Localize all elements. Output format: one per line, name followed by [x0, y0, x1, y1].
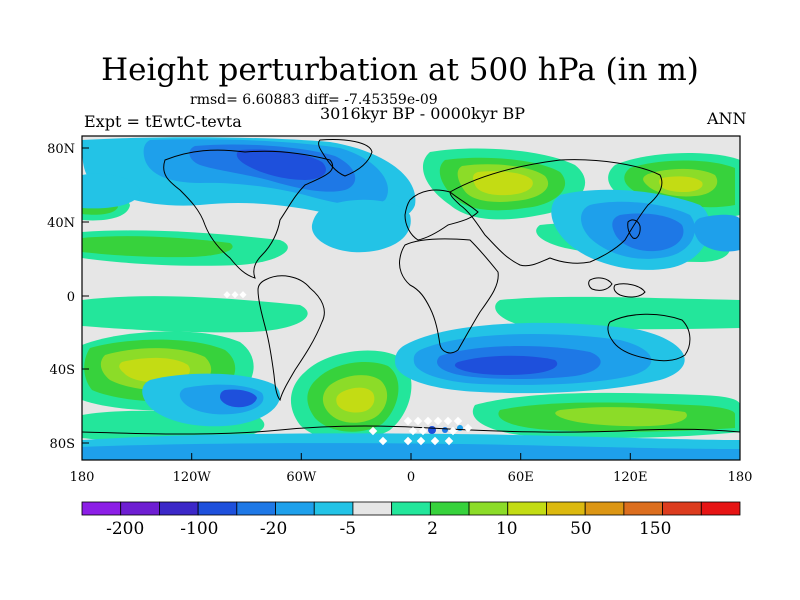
- season-label: ANN: [707, 109, 747, 128]
- lat-tick-label: 0: [67, 290, 75, 305]
- lon-tick-label: 0: [407, 470, 415, 485]
- lon-tick-label: 120E: [613, 470, 647, 485]
- lat-tick-label: 80S: [50, 437, 75, 452]
- colorbar-swatch: [120, 501, 160, 516]
- coastlines: [82, 139, 740, 435]
- colorbar-label: -100: [180, 519, 218, 539]
- colorbar-swatch: [623, 501, 663, 516]
- experiment-label: Expt = tEwtC-tevta: [84, 112, 242, 131]
- colorbar-label: -20: [260, 519, 287, 539]
- period-label: 3016kyr BP - 0000kyr BP: [320, 104, 525, 123]
- colorbar-swatch: [507, 501, 547, 516]
- colorbar-labels: -200 -100 -20 -5 2 10 50 150: [106, 519, 671, 539]
- colorbar-swatch: [275, 501, 315, 516]
- colorbar-label: 150: [639, 519, 671, 539]
- lon-tick-label: 60W: [286, 470, 317, 485]
- lon-tick-label: 120W: [173, 470, 212, 485]
- colorbar-label: 2: [427, 519, 438, 539]
- lat-tick-label: 80N: [47, 142, 75, 157]
- colorbar-label: 10: [496, 519, 518, 539]
- colorbar-swatch: [391, 501, 431, 516]
- contour-field: [82, 136, 740, 460]
- colorbar-label: -5: [340, 519, 357, 539]
- colorbar-swatch: [159, 501, 199, 516]
- colorbar-swatch: [313, 501, 354, 516]
- colorbar-swatch: [662, 501, 702, 516]
- stats-line: rmsd= 6.60883 diff= -7.45359e-09: [190, 92, 438, 108]
- colorbar-swatch: [197, 501, 238, 516]
- colorbar-swatch: [546, 501, 586, 516]
- colorbar-swatch: [700, 501, 741, 516]
- map-title: Height perturbation at 500 hPa (in m): [101, 52, 699, 88]
- colorbar-swatch: [236, 501, 276, 516]
- colorbar-swatch: [81, 501, 122, 516]
- lat-tick-label: 40N: [47, 216, 75, 231]
- lon-axis-labels: 180 120W 60W 0 60E 120E 180: [70, 470, 753, 485]
- lon-tick-label: 180: [70, 470, 95, 485]
- colorbar-swatch: [429, 501, 470, 516]
- colorbar-swatch: [352, 501, 393, 516]
- lat-axis-labels: 80N 40N 0 40S 80S: [47, 142, 75, 452]
- colorbar-swatch: [584, 501, 625, 516]
- missing-data-hatch: [223, 291, 473, 446]
- lat-tick-label: 40S: [50, 363, 75, 378]
- lon-tick-label: 60E: [508, 470, 534, 485]
- colorbar-label: -200: [106, 519, 144, 539]
- lon-tick-label: 180: [728, 470, 753, 485]
- colorbar-swatch: [468, 501, 509, 516]
- colorbar: [81, 501, 741, 516]
- axis-ticks: [81, 147, 741, 460]
- colorbar-label: 50: [570, 519, 592, 539]
